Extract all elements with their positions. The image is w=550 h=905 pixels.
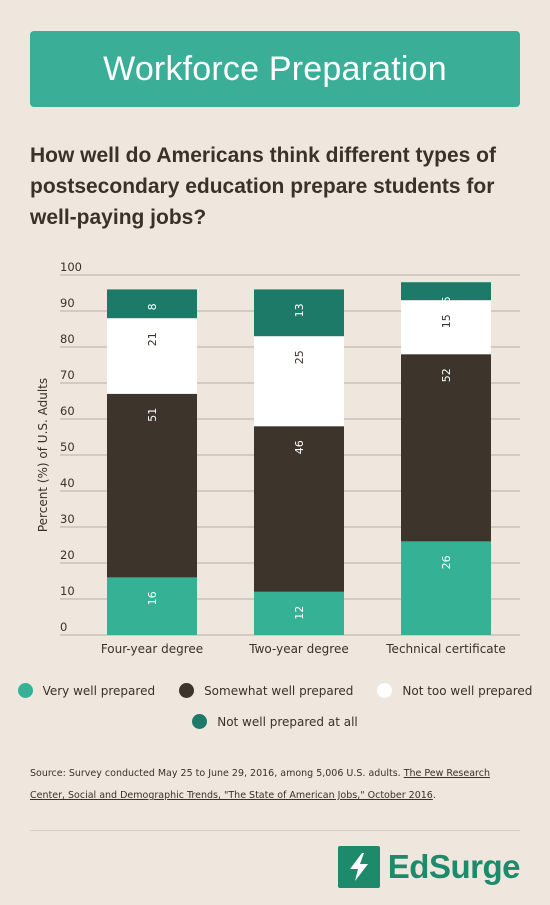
legend-item-very-well: Very well prepared [17, 683, 156, 698]
legend-item-somewhat-well: Somewhat well prepared [179, 683, 353, 698]
bar-segment [254, 426, 344, 592]
y-tick-label: 70 [60, 368, 75, 382]
bar-segment [107, 393, 197, 578]
legend-swatch [377, 683, 393, 698]
footer-divider [30, 830, 520, 831]
x-tick-label: Technical certificate [385, 642, 505, 656]
legend-row-2: Not well prepared at all [0, 714, 550, 729]
source-prefix: Source: Survey conducted May 25 to June … [30, 768, 404, 779]
legend-label: Very well prepared [42, 683, 156, 698]
bar-segment [254, 591, 344, 635]
bar-segment [107, 289, 197, 319]
x-tick-label: Four-year degree [101, 642, 203, 656]
data-label: 5 [440, 296, 453, 303]
y-tick-label: 90 [60, 296, 75, 310]
y-tick-label: 60 [60, 404, 75, 418]
data-label: 15 [440, 314, 453, 328]
data-label: 8 [146, 303, 159, 310]
y-tick-label: 20 [60, 548, 75, 562]
legend-label: Somewhat well prepared [204, 683, 354, 698]
y-tick-label: 0 [60, 620, 67, 634]
edsurge-logo: EdSurge [337, 846, 521, 888]
bar-segment [401, 282, 491, 301]
y-tick-label: 10 [60, 584, 75, 598]
legend-item-not-well-at-all: Not well prepared at all [192, 714, 358, 729]
stacked-bar-chart: 0 10 20 30 40 50 60 70 80 90 100 Percent (%) of U.S… [36, 260, 520, 656]
lightning-bolt-icon [337, 846, 380, 888]
bar-segment [401, 541, 491, 635]
data-label: 16 [146, 591, 159, 605]
data-label: 51 [146, 408, 159, 422]
chart-question: How well do Americans think different ty… [30, 144, 496, 229]
source-link[interactable]: The Pew Research Center, Social and Demo… [30, 768, 490, 801]
brand-name: EdSurge [387, 848, 521, 885]
source-note: Source: Survey conducted May 25 to June … [30, 763, 520, 807]
source-suffix: . [432, 790, 436, 801]
x-tick-label: Two-year degree [248, 642, 348, 656]
bar-segment [254, 289, 344, 337]
legend-label: Not too well prepared [402, 683, 533, 698]
data-label: 26 [440, 555, 453, 569]
legend-swatch [179, 683, 195, 698]
legend-row-1: Very well prepared Somewhat well prepare… [0, 683, 550, 698]
bar-segment [107, 577, 197, 635]
data-label: 46 [293, 440, 306, 454]
bar-segment [401, 354, 491, 542]
page-title: Workforce Preparation [103, 49, 447, 88]
y-axis-title: Percent (%) of U.S. Adults [36, 378, 50, 532]
legend-label: Not well prepared at all [217, 714, 358, 729]
data-label: 52 [440, 368, 453, 382]
y-tick-label: 80 [60, 332, 75, 346]
bar-segment [401, 300, 491, 355]
y-tick-label: 30 [60, 512, 75, 526]
bar-segment [254, 336, 344, 427]
y-tick-label: 40 [60, 476, 75, 490]
data-label: 21 [146, 332, 159, 346]
legend-item-not-too-well: Not too well prepared [377, 683, 532, 698]
data-label: 12 [293, 606, 306, 620]
data-label: 13 [293, 303, 306, 317]
legend-swatch [192, 714, 208, 729]
title-banner: Workforce Preparation [30, 31, 520, 107]
legend-swatch [17, 683, 33, 698]
y-tick-label: 100 [60, 260, 82, 274]
y-tick-label: 50 [60, 440, 75, 454]
data-label: 25 [293, 350, 306, 364]
bar-segment [107, 318, 197, 394]
